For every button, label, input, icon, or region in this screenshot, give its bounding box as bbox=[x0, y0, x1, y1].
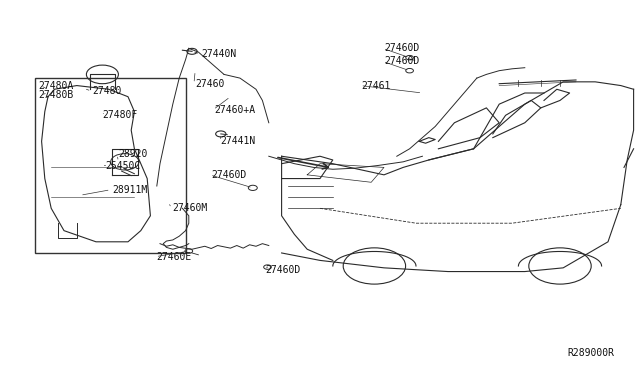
Text: 27460D: 27460D bbox=[266, 265, 301, 275]
Text: 27480: 27480 bbox=[93, 86, 122, 96]
Text: 27460D: 27460D bbox=[211, 170, 246, 180]
Text: 28920: 28920 bbox=[118, 150, 148, 159]
Bar bbox=[35, 78, 186, 253]
Text: 27460D: 27460D bbox=[384, 57, 419, 66]
Text: 27440N: 27440N bbox=[202, 49, 237, 59]
Text: 27441N: 27441N bbox=[221, 137, 256, 146]
Text: 27460D: 27460D bbox=[384, 44, 419, 53]
Text: 27460+A: 27460+A bbox=[214, 105, 255, 115]
Text: 25450C: 25450C bbox=[106, 161, 141, 170]
Text: 27460: 27460 bbox=[195, 79, 225, 89]
Text: 27480B: 27480B bbox=[38, 90, 74, 100]
Text: 27461: 27461 bbox=[362, 81, 391, 90]
Text: 28911M: 28911M bbox=[112, 185, 147, 195]
Text: 27480F: 27480F bbox=[102, 110, 138, 120]
Text: 27460M: 27460M bbox=[173, 203, 208, 213]
Text: 27460E: 27460E bbox=[157, 252, 192, 262]
Text: 27480A: 27480A bbox=[38, 81, 74, 90]
Text: R289000R: R289000R bbox=[568, 349, 614, 358]
